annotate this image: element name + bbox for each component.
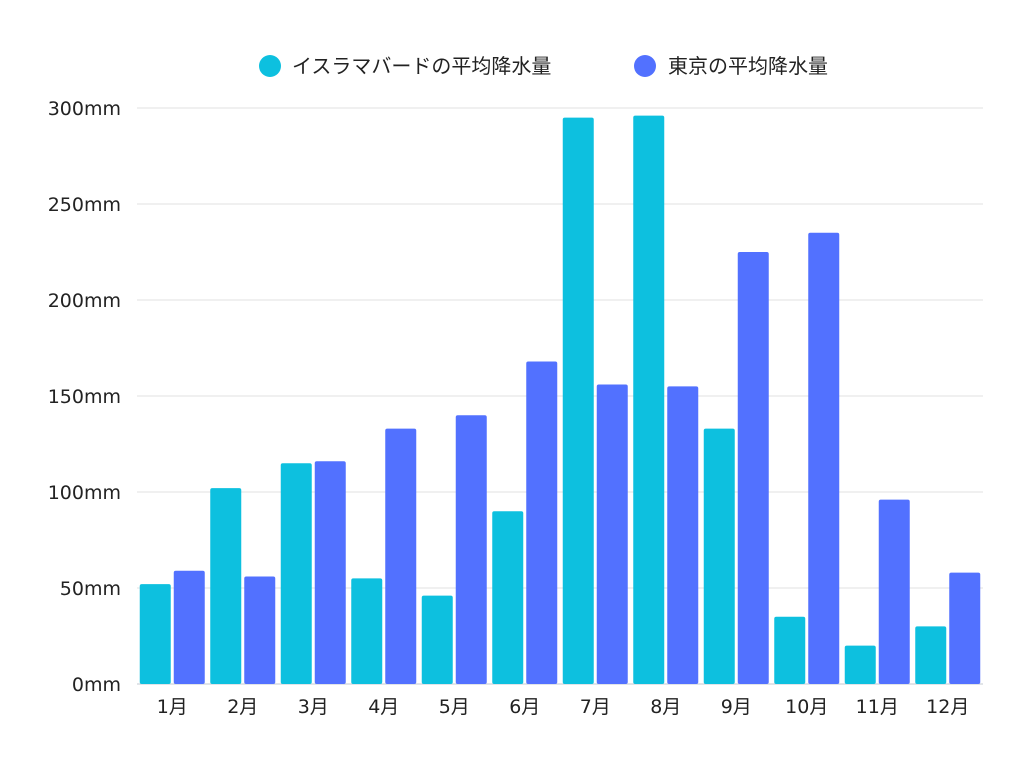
bar-tokyo	[667, 386, 699, 684]
bar-islamabad	[139, 584, 171, 684]
bar-tokyo	[244, 576, 276, 684]
x-tick-label: 1月	[157, 696, 188, 718]
y-tick-label: 150mm	[48, 386, 121, 408]
bar-islamabad	[210, 488, 242, 684]
x-tick-label: 2月	[227, 696, 258, 718]
y-axis: 0mm 50mm 100mm 150mm 200mm 250mm 300mm	[48, 98, 121, 696]
x-tick-label: 8月	[650, 696, 681, 718]
bar-tokyo	[596, 384, 628, 684]
bar-tokyo	[455, 415, 487, 684]
y-tick-label: 50mm	[60, 578, 121, 600]
y-tick-label: 100mm	[48, 482, 121, 504]
bar-tokyo	[385, 428, 417, 684]
x-tick-label: 11月	[856, 696, 899, 718]
x-tick-label: 4月	[368, 696, 399, 718]
bar-islamabad	[421, 595, 453, 684]
x-tick-label: 3月	[298, 696, 329, 718]
x-tick-label: 5月	[439, 696, 470, 718]
bar-tokyo	[737, 252, 769, 684]
legend-marker	[259, 55, 281, 77]
bar-islamabad	[774, 616, 806, 684]
bar-islamabad	[562, 117, 594, 685]
bar-tokyo	[949, 572, 981, 684]
bar-islamabad	[633, 115, 665, 685]
x-tick-label: 12月	[926, 696, 969, 718]
bar-islamabad	[492, 511, 524, 684]
y-tick-label: 250mm	[48, 194, 121, 216]
gridlines	[137, 107, 983, 685]
bar-tokyo	[878, 499, 910, 684]
x-tick-label: 7月	[580, 696, 611, 718]
bar-islamabad	[844, 645, 876, 684]
legend-label[interactable]: イスラマバードの平均降水量	[292, 54, 551, 78]
x-tick-label: 6月	[509, 696, 540, 718]
legend-marker	[634, 55, 656, 77]
bars	[139, 115, 981, 685]
y-tick-label: 200mm	[48, 290, 121, 312]
bar-tokyo	[526, 361, 558, 684]
x-tick-label: 9月	[721, 696, 752, 718]
x-axis: 1月 2月 3月 4月 5月 6月 7月 8月 9月 10月 11月 12月	[157, 696, 970, 718]
bar-islamabad	[915, 626, 947, 684]
legend: イスラマバードの平均降水量 東京の平均降水量	[259, 54, 828, 78]
bar-islamabad	[703, 428, 735, 684]
legend-label[interactable]: 東京の平均降水量	[668, 54, 828, 78]
y-tick-label: 300mm	[48, 98, 121, 120]
bar-tokyo	[173, 570, 205, 684]
bar-islamabad	[280, 463, 312, 684]
x-tick-label: 10月	[785, 696, 828, 718]
y-tick-label: 0mm	[72, 674, 121, 696]
bar-islamabad	[351, 578, 383, 684]
bar-tokyo	[808, 232, 840, 685]
bar-tokyo	[314, 461, 346, 684]
